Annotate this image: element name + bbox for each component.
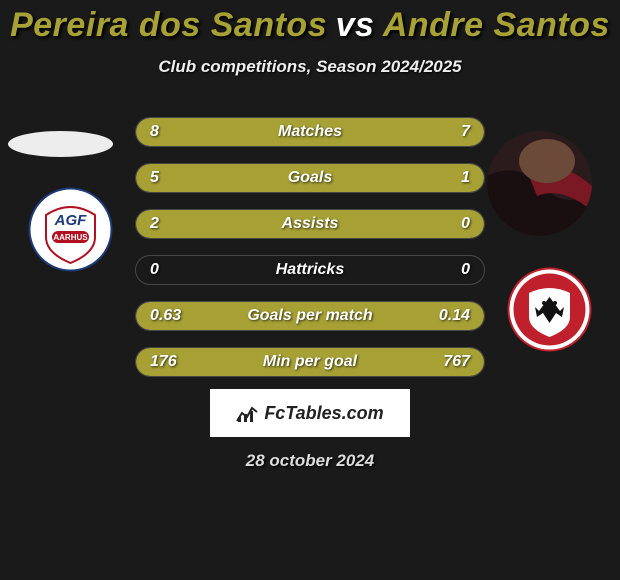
stat-row: 87Matches: [135, 117, 485, 147]
title-row: Pereira dos Santos vs Andre Santos: [0, 0, 620, 45]
stat-row: 20Assists: [135, 209, 485, 239]
stat-label: Assists: [136, 215, 484, 233]
logo-text: FcTables.com: [264, 403, 383, 424]
fctables-logo: FcTables.com: [210, 389, 410, 437]
stat-label: Goals: [136, 169, 484, 187]
stat-bars: 87Matches 51Goals 20Assists 00Hattricks 0.63…: [135, 117, 485, 393]
title-player2: Andre Santos: [383, 6, 610, 44]
date-line: 28 october 2024: [0, 451, 620, 471]
title-player1: Pereira dos Santos: [10, 6, 327, 44]
player2-avatar: [487, 131, 592, 236]
stat-row: 51Goals: [135, 163, 485, 193]
stat-label: Goals per match: [136, 307, 484, 325]
stat-row: 176767Min per goal: [135, 347, 485, 377]
stat-row: 0.630.14Goals per match: [135, 301, 485, 331]
avatar-svg: [487, 131, 592, 236]
title-vs: vs: [336, 6, 375, 44]
comparison-content: AGF AARHUS 87M: [0, 117, 620, 377]
player1-avatar: [8, 131, 113, 157]
player1-club-badge: AGF AARHUS: [28, 187, 113, 272]
club-badge-svg: [507, 267, 592, 352]
stat-row: 00Hattricks: [135, 255, 485, 285]
stat-label: Min per goal: [136, 353, 484, 371]
svg-text:AGF: AGF: [54, 212, 88, 229]
player2-club-badge: [507, 267, 592, 352]
chart-icon: [236, 403, 258, 423]
club-badge-svg: AGF AARHUS: [28, 187, 113, 272]
subtitle: Club competitions, Season 2024/2025: [0, 57, 620, 77]
svg-text:AARHUS: AARHUS: [53, 233, 88, 242]
stat-label: Hattricks: [136, 261, 484, 279]
stat-label: Matches: [136, 123, 484, 141]
